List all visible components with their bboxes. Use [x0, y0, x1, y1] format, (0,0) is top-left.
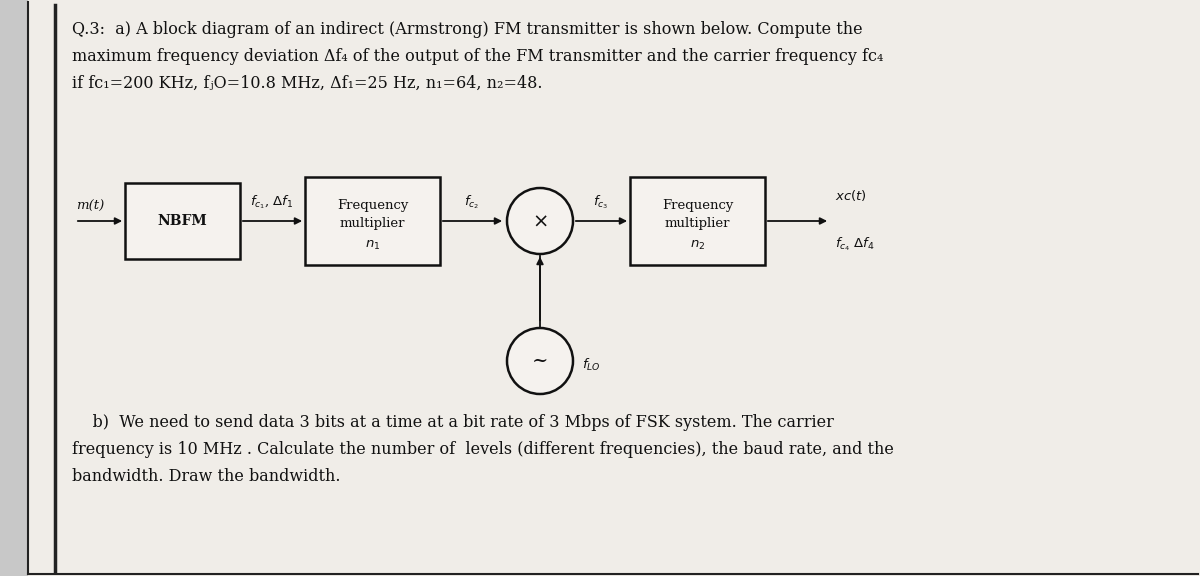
- Text: $f_{c_3}$: $f_{c_3}$: [593, 194, 608, 211]
- Circle shape: [508, 328, 574, 394]
- Text: $\times$: $\times$: [532, 211, 548, 230]
- Text: bandwidth. Draw the bandwidth.: bandwidth. Draw the bandwidth.: [72, 468, 341, 485]
- Text: if fc₁=200 KHz, fⱼO=10.8 MHz, Δf₁=25 Hz, n₁=64, n₂=48.: if fc₁=200 KHz, fⱼO=10.8 MHz, Δf₁=25 Hz,…: [72, 75, 542, 92]
- Text: Frequency: Frequency: [337, 199, 408, 211]
- Text: $f_{c_4}\ \Delta f_4$: $f_{c_4}\ \Delta f_4$: [835, 235, 875, 252]
- Text: NBFM: NBFM: [157, 214, 208, 228]
- Text: $n_2$: $n_2$: [690, 238, 706, 252]
- Text: $f_{c_1}$, $\Delta f_1$: $f_{c_1}$, $\Delta f_1$: [250, 194, 294, 211]
- Bar: [125, 183, 240, 259]
- Text: multiplier: multiplier: [340, 217, 406, 229]
- Text: $f_{LO}$: $f_{LO}$: [582, 357, 601, 373]
- Text: ~: ~: [532, 352, 548, 370]
- Text: m(t): m(t): [76, 200, 104, 213]
- Text: Frequency: Frequency: [662, 199, 733, 211]
- Text: $xc(t)$: $xc(t)$: [835, 188, 866, 203]
- Text: frequency is 10 MHz . Calculate the number of  levels (different frequencies), t: frequency is 10 MHz . Calculate the numb…: [72, 441, 894, 458]
- Bar: [305, 177, 440, 265]
- Bar: [630, 177, 766, 265]
- Text: $f_{c_2}$: $f_{c_2}$: [464, 194, 480, 211]
- Text: multiplier: multiplier: [665, 217, 731, 229]
- Text: Q.3:  a) A block diagram of an indirect (Armstrong) FM transmitter is shown belo: Q.3: a) A block diagram of an indirect (…: [72, 21, 863, 38]
- Circle shape: [508, 188, 574, 254]
- Text: $n_1$: $n_1$: [365, 238, 380, 252]
- Text: maximum frequency deviation Δf₄ of the output of the FM transmitter and the carr: maximum frequency deviation Δf₄ of the o…: [72, 48, 883, 65]
- Text: b)  We need to send data 3 bits at a time at a bit rate of 3 Mbps of FSK system.: b) We need to send data 3 bits at a time…: [72, 414, 834, 431]
